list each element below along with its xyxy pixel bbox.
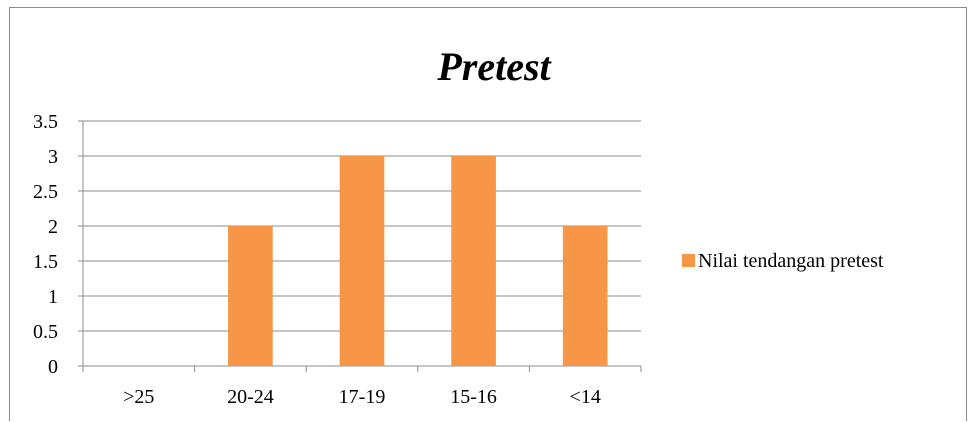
bar-15-16	[451, 156, 496, 366]
bars	[228, 156, 608, 366]
bar-20-24	[228, 226, 273, 366]
chart-title: Pretest	[436, 44, 552, 89]
y-tick-label: 1.5	[33, 251, 58, 273]
legend-label: Nilai tendangan pretest	[698, 250, 884, 272]
legend: Nilai tendangan pretest	[682, 250, 884, 272]
y-tick-label: 2	[48, 216, 58, 238]
y-tick-label: 3	[48, 146, 58, 168]
y-tick-label: 2.5	[33, 181, 58, 203]
y-tick-label: 1	[48, 286, 58, 308]
legend-swatch	[682, 254, 695, 267]
x-tick-label: 20-24	[227, 386, 274, 408]
x-tick-label: 17-19	[339, 386, 386, 408]
bar-<14	[562, 226, 608, 366]
x-tick-label: >25	[123, 386, 154, 408]
x-tick-labels: >25 20-24 17-19 15-16 <14	[123, 386, 601, 408]
y-tick-label: 0.5	[33, 321, 58, 343]
x-tick-label: <14	[570, 386, 601, 408]
x-tick-label: 15-16	[450, 386, 497, 408]
y-tick-label: 0	[48, 356, 58, 378]
bar-17-19	[339, 156, 385, 366]
y-tick-label: 3.5	[33, 111, 58, 133]
chart-frame	[9, 7, 967, 421]
y-tick-labels: 0 0.5 1 1.5 2 2.5 3 3.5	[33, 111, 58, 378]
